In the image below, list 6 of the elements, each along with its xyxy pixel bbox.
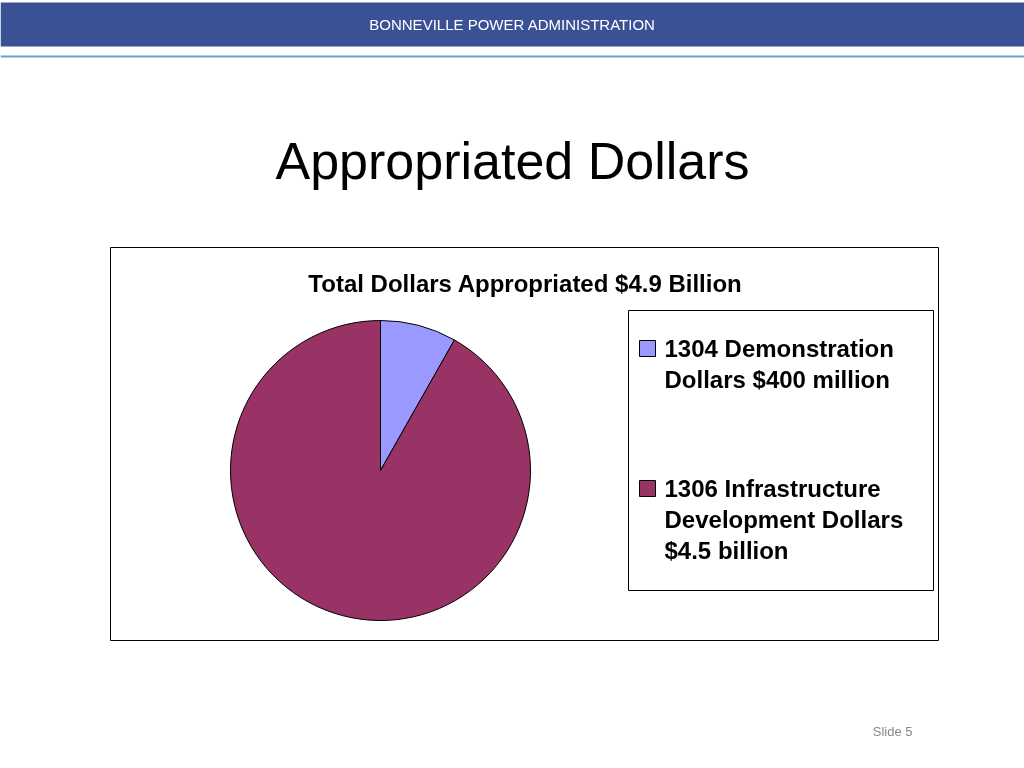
legend-label: 1304 Demonstration Dollars $400 million — [664, 334, 894, 393]
text: Slide 5 — [872, 724, 913, 739]
text: BONNEVILLE POWER ADMINISTRATION — [369, 16, 655, 33]
chart-title: Appropriated Dollars — [275, 131, 750, 190]
legend-label: 1306 Infrastructure Development Dollars $4.5 billion — [664, 474, 904, 564]
chart-subtitle: Total Dollars Appropriated $4.9 Billion — [308, 270, 742, 297]
